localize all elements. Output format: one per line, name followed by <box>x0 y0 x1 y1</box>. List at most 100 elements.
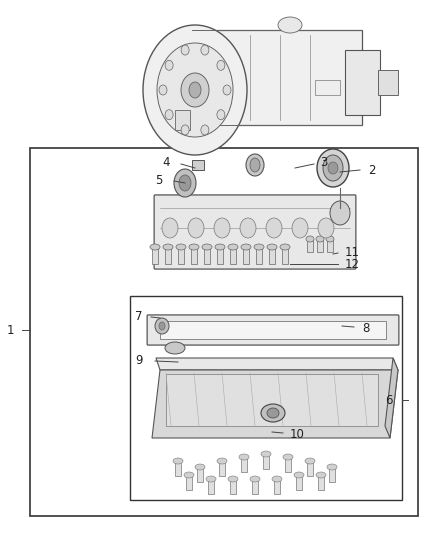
Bar <box>217 248 223 264</box>
Text: 9: 9 <box>135 353 143 367</box>
Ellipse shape <box>228 244 238 250</box>
Bar <box>256 248 262 264</box>
Ellipse shape <box>181 45 189 55</box>
Ellipse shape <box>195 464 205 470</box>
Bar <box>230 480 236 494</box>
Ellipse shape <box>328 162 338 174</box>
Ellipse shape <box>330 201 350 225</box>
Text: 8: 8 <box>362 321 369 335</box>
Ellipse shape <box>150 244 160 250</box>
Bar <box>243 248 249 264</box>
Ellipse shape <box>323 155 343 181</box>
Ellipse shape <box>316 472 326 478</box>
Bar <box>329 468 335 482</box>
Ellipse shape <box>173 458 183 464</box>
Ellipse shape <box>306 236 314 242</box>
Ellipse shape <box>316 236 324 242</box>
Ellipse shape <box>174 169 196 197</box>
Ellipse shape <box>294 472 304 478</box>
Text: 12: 12 <box>345 257 360 271</box>
Ellipse shape <box>327 464 337 470</box>
Bar <box>30 148 418 516</box>
Ellipse shape <box>159 85 167 95</box>
Bar <box>317 240 323 252</box>
Bar <box>160 321 386 339</box>
Bar <box>152 248 158 264</box>
Ellipse shape <box>189 82 201 98</box>
Bar <box>318 476 324 490</box>
Ellipse shape <box>215 244 225 250</box>
Ellipse shape <box>246 154 264 176</box>
Ellipse shape <box>278 17 302 33</box>
Bar <box>191 248 197 264</box>
Bar <box>307 462 313 476</box>
Ellipse shape <box>272 476 282 482</box>
Bar <box>263 455 269 469</box>
Ellipse shape <box>305 458 315 464</box>
Bar <box>296 476 302 490</box>
Ellipse shape <box>214 218 230 238</box>
Ellipse shape <box>201 45 209 55</box>
Polygon shape <box>385 358 398 438</box>
Text: 10: 10 <box>290 429 305 441</box>
Ellipse shape <box>189 244 199 250</box>
Ellipse shape <box>254 244 264 250</box>
Ellipse shape <box>159 322 165 330</box>
Ellipse shape <box>165 342 185 354</box>
Bar <box>269 248 275 264</box>
Text: 11: 11 <box>345 246 360 259</box>
Ellipse shape <box>250 476 260 482</box>
Bar <box>208 480 214 494</box>
Bar <box>345 50 380 115</box>
Ellipse shape <box>318 218 334 238</box>
Ellipse shape <box>217 60 225 70</box>
Ellipse shape <box>283 454 293 460</box>
Ellipse shape <box>241 244 251 250</box>
Bar <box>197 468 203 482</box>
Bar <box>378 70 398 95</box>
Ellipse shape <box>261 451 271 457</box>
Ellipse shape <box>181 73 209 107</box>
Ellipse shape <box>267 244 277 250</box>
Bar <box>192 160 204 170</box>
Ellipse shape <box>165 110 173 120</box>
Text: 3: 3 <box>320 157 327 169</box>
Text: 6: 6 <box>385 393 393 407</box>
Ellipse shape <box>240 218 256 238</box>
Ellipse shape <box>163 244 173 250</box>
Bar <box>252 480 258 494</box>
Ellipse shape <box>162 218 178 238</box>
Text: 1: 1 <box>7 324 14 336</box>
Bar <box>307 240 313 252</box>
Ellipse shape <box>143 25 247 155</box>
Bar <box>175 110 190 130</box>
Ellipse shape <box>292 218 308 238</box>
Ellipse shape <box>179 175 191 191</box>
Ellipse shape <box>206 476 216 482</box>
Bar <box>241 458 247 472</box>
Bar <box>327 240 333 252</box>
Ellipse shape <box>181 125 189 135</box>
Ellipse shape <box>157 43 233 137</box>
Bar <box>285 458 291 472</box>
Ellipse shape <box>326 236 334 242</box>
Ellipse shape <box>176 244 186 250</box>
Polygon shape <box>156 358 398 370</box>
Text: 2: 2 <box>368 164 375 176</box>
Bar <box>192 30 362 125</box>
Bar <box>274 480 280 494</box>
Ellipse shape <box>223 85 231 95</box>
Ellipse shape <box>250 158 260 172</box>
Ellipse shape <box>188 218 204 238</box>
Ellipse shape <box>184 472 194 478</box>
Ellipse shape <box>267 408 279 418</box>
Bar <box>178 248 184 264</box>
Text: 4: 4 <box>162 157 170 169</box>
Ellipse shape <box>201 125 209 135</box>
Text: 7: 7 <box>135 310 143 322</box>
Ellipse shape <box>317 149 349 187</box>
Ellipse shape <box>217 110 225 120</box>
Bar <box>315 80 340 95</box>
FancyBboxPatch shape <box>147 315 399 345</box>
Ellipse shape <box>155 318 169 334</box>
